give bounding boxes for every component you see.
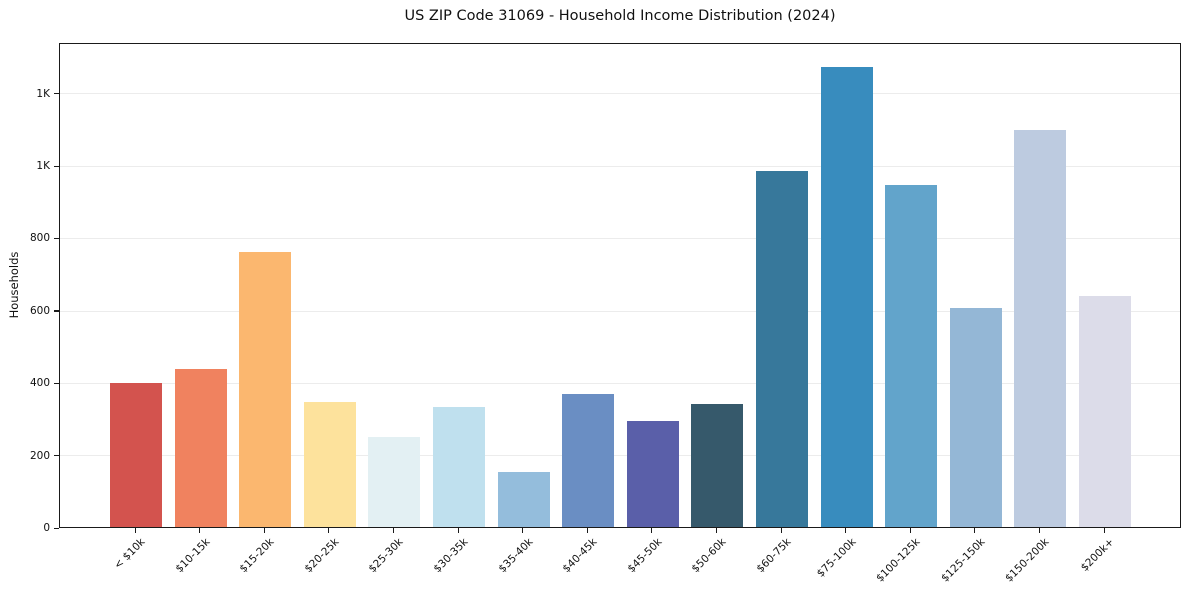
- y-tick-mark: [54, 237, 59, 240]
- x-tick-mark: [522, 528, 524, 533]
- bar--30-35k: [433, 407, 485, 527]
- x-tick-label: $125-150k: [938, 536, 988, 585]
- x-tick-mark: [586, 528, 588, 533]
- bar--15-20k: [239, 251, 292, 527]
- x-tick-mark: [974, 528, 976, 533]
- x-tick-mark: [328, 528, 330, 533]
- bar--150-200k: [1014, 130, 1067, 527]
- y-tick-label: 1K: [36, 87, 50, 100]
- y-tick-label: 600: [29, 304, 50, 317]
- bar--50-60k: [691, 403, 744, 527]
- x-tick-label: $40-45k: [560, 536, 600, 576]
- x-tick-label: $50-60k: [689, 536, 729, 576]
- bar--10-15k: [174, 369, 227, 527]
- bar--125-150k: [949, 308, 1002, 527]
- chart-title: US ZIP Code 31069 - Household Income Dis…: [404, 8, 836, 24]
- y-tick-mark: [54, 93, 59, 95]
- y-tick-mark: [54, 165, 59, 167]
- x-tick-mark: [780, 528, 782, 533]
- gridline: [60, 382, 1180, 384]
- x-tick-label: $75-100k: [814, 536, 859, 580]
- bar--25-30k: [368, 437, 421, 527]
- y-tick-mark: [54, 382, 59, 384]
- x-tick-mark: [845, 528, 847, 533]
- gridline: [60, 455, 1180, 457]
- x-tick-label: $60-75k: [754, 536, 794, 576]
- x-tick-label: $10-15k: [172, 536, 213, 576]
- x-tick-label: $30-35k: [431, 536, 471, 576]
- x-tick-mark: [134, 528, 136, 533]
- bar--20-25k: [303, 402, 356, 527]
- x-tick-label: $35-40k: [495, 536, 536, 576]
- y-tick-mark: [54, 310, 59, 312]
- x-tick-mark: [909, 528, 911, 533]
- y-tick-mark: [54, 455, 59, 457]
- bar--200k-: [1079, 296, 1131, 527]
- x-tick-label: $200k+: [1078, 536, 1117, 574]
- x-tick-mark: [263, 528, 265, 533]
- bar--10k: [110, 383, 162, 527]
- bar--35-40k: [497, 472, 550, 527]
- x-tick-mark: [651, 528, 653, 533]
- gridline: [60, 238, 1180, 240]
- x-tick-label: $25-30k: [366, 536, 406, 576]
- x-tick-mark: [1103, 528, 1105, 533]
- gridline: [60, 310, 1180, 312]
- y-tick-label: 1K: [36, 160, 50, 173]
- bar--60-75k: [756, 171, 808, 527]
- gridline: [60, 93, 1180, 95]
- x-tick-mark: [199, 528, 201, 533]
- y-tick-label: 800: [29, 232, 50, 245]
- x-tick-mark: [1038, 528, 1041, 533]
- x-tick-label: $20-25k: [302, 536, 342, 576]
- gridline: [60, 165, 1180, 167]
- x-tick-label: $15-20k: [237, 536, 277, 576]
- x-tick-mark: [457, 528, 459, 533]
- bar--45-50k: [626, 420, 679, 527]
- bar--100-125k: [885, 185, 938, 527]
- y-tick-label: 0: [43, 522, 50, 534]
- bar--75-100k: [820, 66, 873, 527]
- x-tick-label: $100-125k: [874, 536, 923, 585]
- y-tick-mark: [54, 527, 59, 529]
- x-tick-label: $45-50k: [625, 536, 665, 576]
- x-tick-label: < $10k: [111, 536, 148, 572]
- bar--40-45k: [562, 394, 615, 527]
- y-tick-label: 400: [29, 377, 50, 390]
- x-tick-mark: [715, 528, 718, 533]
- y-tick-label: 200: [29, 449, 50, 462]
- x-tick-mark: [392, 528, 395, 533]
- x-tick-label: $150-200k: [1003, 536, 1052, 585]
- plot-area: [59, 43, 1181, 528]
